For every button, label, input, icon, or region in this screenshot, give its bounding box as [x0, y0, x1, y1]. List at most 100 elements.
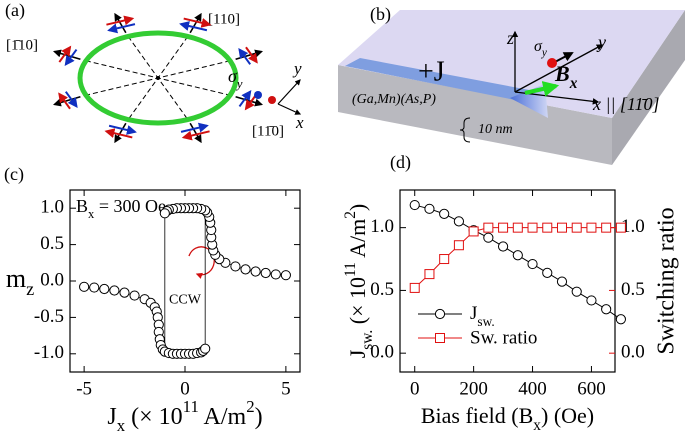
y2-tick-label: 0.0	[621, 342, 645, 363]
y-axis	[514, 44, 604, 93]
x-tick-label: -5	[76, 378, 92, 399]
data-marker	[542, 222, 553, 233]
y-tick-label: 0.0	[40, 269, 64, 290]
spin-arrow	[180, 122, 209, 133]
data-marker	[409, 282, 420, 293]
data-marker	[453, 216, 465, 227]
y-axis-label: mz	[6, 264, 34, 299]
y-tick-label: 0.0	[370, 342, 394, 363]
current-cone	[510, 84, 548, 118]
axis-label: y	[292, 59, 302, 78]
text-part: m	[6, 264, 26, 293]
data-marker	[79, 281, 90, 292]
legend-marker	[435, 333, 445, 343]
axis	[277, 103, 302, 115]
y-tick-label: -1.0	[34, 342, 64, 363]
text-part: B	[554, 61, 570, 86]
panel-label: (d)	[390, 152, 411, 173]
moment-arrow	[235, 49, 264, 61]
data-marker	[439, 208, 450, 219]
text-part: sw.	[359, 330, 376, 350]
text-part: A/m	[345, 219, 370, 262]
x-tick-label: 5	[281, 378, 291, 399]
data-marker	[601, 222, 612, 233]
moment-arrow	[114, 12, 127, 34]
spin-arrow	[181, 130, 210, 141]
slab-front	[338, 65, 612, 165]
x-axis-label: Jx (× 1011 A/m2)	[107, 397, 262, 435]
text-part: )	[255, 404, 263, 430]
spin-ball	[268, 96, 276, 104]
moment-arrow	[189, 122, 202, 144]
data-marker	[527, 258, 538, 270]
current-strip	[345, 58, 540, 102]
spin-arrow	[64, 48, 78, 66]
text-part: )	[345, 204, 370, 211]
data-marker	[497, 241, 509, 252]
moment-arrow	[189, 12, 202, 34]
panel-label: (c)	[4, 164, 24, 185]
data-marker	[424, 269, 435, 280]
data-marker	[453, 240, 464, 251]
annotation: Bx = 300 Oe	[76, 196, 166, 221]
spin-arrow	[179, 21, 208, 32]
axis-label: y	[596, 32, 606, 52]
data-marker	[527, 222, 538, 233]
data-marker	[270, 269, 281, 280]
text-part: J	[107, 404, 116, 430]
data-marker	[250, 266, 261, 277]
x-tick-label: 200	[459, 378, 488, 399]
data-marker	[556, 276, 568, 287]
panel-label: (a)	[5, 0, 25, 21]
data-marker	[615, 222, 626, 233]
y-axis-label: Jsw. (× 1011 A/m2)	[342, 204, 376, 359]
data-marker	[89, 282, 100, 293]
data-marker	[601, 304, 612, 315]
spin-label: σy	[534, 38, 547, 59]
data-marker	[468, 226, 479, 237]
field-label: Bx	[554, 61, 578, 92]
spin-arrow	[106, 15, 135, 26]
center-dot	[156, 76, 160, 80]
x-tick-label: 600	[577, 378, 606, 399]
plot-frame	[69, 189, 301, 373]
data-marker	[159, 208, 170, 219]
data-marker	[260, 267, 271, 279]
direction-label: [110]	[208, 11, 240, 27]
text-part: (× 10	[125, 404, 183, 430]
data-marker	[571, 222, 582, 233]
y-tick-label: -0.5	[34, 306, 64, 327]
x-axis-label: Bias field (Bx) (Oe)	[421, 403, 594, 434]
data-marker	[586, 295, 597, 306]
text-part: J	[470, 303, 477, 324]
spin-arrow	[183, 17, 212, 28]
plot-frame	[399, 189, 616, 373]
thickness-label: 10 nm	[478, 122, 513, 137]
data-marker	[240, 264, 251, 275]
text-part: x	[88, 207, 95, 221]
moment-arrow	[52, 95, 81, 107]
text-part: 11	[342, 262, 359, 277]
text-part: x	[569, 75, 578, 92]
slab-side	[612, 10, 685, 165]
legend-label: Sw. ratio	[470, 327, 537, 348]
y2-tick-label: 1.0	[621, 216, 645, 237]
spin-arrow	[104, 128, 133, 139]
text-part: (× 10	[345, 277, 370, 330]
text-part: ) (Oe)	[541, 403, 594, 428]
current-label: +J	[418, 56, 445, 87]
field-arrow	[524, 81, 560, 97]
data-marker	[99, 283, 110, 295]
text-part: = 300 Oe	[94, 196, 166, 216]
data-marker	[109, 285, 120, 296]
loop-note: CCW	[169, 292, 202, 307]
data-marker	[542, 267, 553, 278]
brace	[459, 117, 471, 143]
data-marker	[424, 203, 435, 214]
text-part: x	[533, 417, 541, 434]
direction-label: [11̄0]	[252, 123, 284, 139]
data-marker	[556, 222, 567, 233]
y-tick-label: 1.0	[370, 216, 394, 237]
data-marker	[230, 261, 241, 272]
